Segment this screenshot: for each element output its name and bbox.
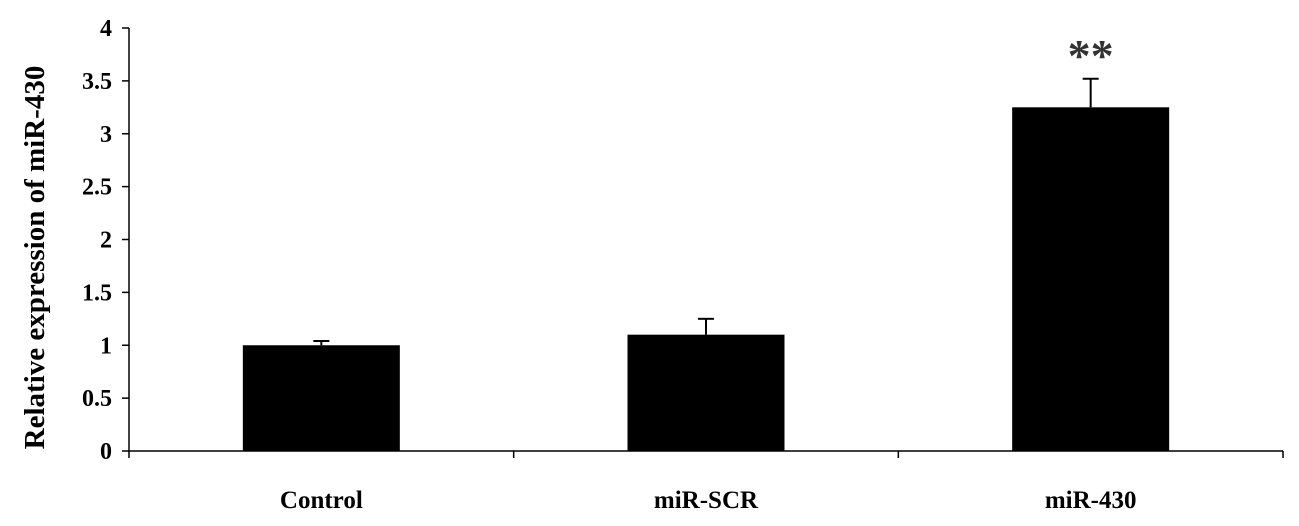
bars: **: [242, 30, 1170, 451]
bar: [242, 345, 400, 451]
x-tick-label: miR-430: [1045, 487, 1137, 514]
y-tick-label: 2.5: [82, 175, 112, 201]
x-tick-label: miR-SCR: [654, 487, 759, 514]
y-tick-label: 0: [100, 439, 112, 465]
bar: [627, 334, 785, 451]
y-tick-label: 2: [100, 228, 112, 254]
y-tick-label: 0.5: [82, 386, 112, 412]
y-tick-label: 1: [100, 333, 112, 359]
y-tick-label: 4: [100, 16, 112, 42]
significance-marker: **: [1068, 30, 1114, 81]
y-axis-label: Relative expression of miR-430: [19, 66, 51, 450]
x-tick-label: Control: [280, 487, 363, 514]
y-axis: 0 0.5 1 1.5 2 2.5 3 3.5 4: [82, 16, 130, 465]
y-tick-label: 1.5: [82, 280, 112, 306]
x-axis: Control miR-SCR miR-430: [128, 450, 1284, 514]
bar: [1012, 107, 1170, 451]
y-tick-label: 3: [100, 122, 112, 148]
y-tick-label: 3.5: [82, 69, 112, 95]
